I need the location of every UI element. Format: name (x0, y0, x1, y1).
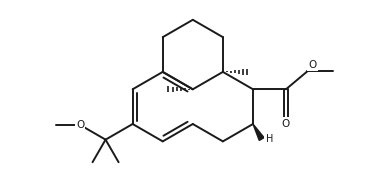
Text: O: O (282, 119, 290, 129)
Text: O: O (76, 120, 84, 130)
Text: H: H (266, 134, 273, 144)
Text: O: O (308, 60, 317, 70)
Polygon shape (253, 124, 264, 141)
